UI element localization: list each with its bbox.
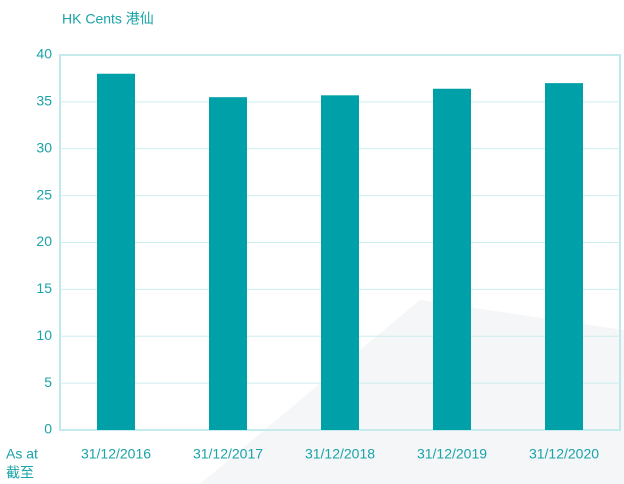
y-tick-label: 40 bbox=[36, 46, 52, 62]
x-tick-label: 31/12/2020 bbox=[529, 446, 599, 462]
bar bbox=[433, 88, 471, 430]
y-axis-label: HK Cents 港仙 bbox=[62, 11, 154, 27]
y-tick-label: 5 bbox=[44, 374, 52, 390]
x-tick-label: 31/12/2018 bbox=[305, 446, 375, 462]
x-axis-label: As at bbox=[6, 446, 38, 462]
background-shape bbox=[200, 300, 624, 484]
bar bbox=[545, 83, 583, 430]
y-tick-label: 20 bbox=[36, 233, 52, 249]
bar bbox=[209, 97, 247, 430]
y-tick-label: 35 bbox=[36, 93, 52, 109]
x-tick-label: 31/12/2017 bbox=[193, 446, 263, 462]
y-tick-label: 10 bbox=[36, 327, 52, 343]
y-tick-label: 0 bbox=[44, 421, 52, 437]
x-axis-label: 截至 bbox=[6, 465, 34, 481]
y-tick-label: 15 bbox=[36, 280, 52, 296]
y-tick-label: 25 bbox=[36, 186, 52, 202]
x-tick-label: 31/12/2019 bbox=[417, 446, 487, 462]
x-tick-label: 31/12/2016 bbox=[81, 446, 151, 462]
bar bbox=[97, 73, 135, 430]
bar bbox=[321, 95, 359, 430]
y-tick-label: 30 bbox=[36, 139, 52, 155]
